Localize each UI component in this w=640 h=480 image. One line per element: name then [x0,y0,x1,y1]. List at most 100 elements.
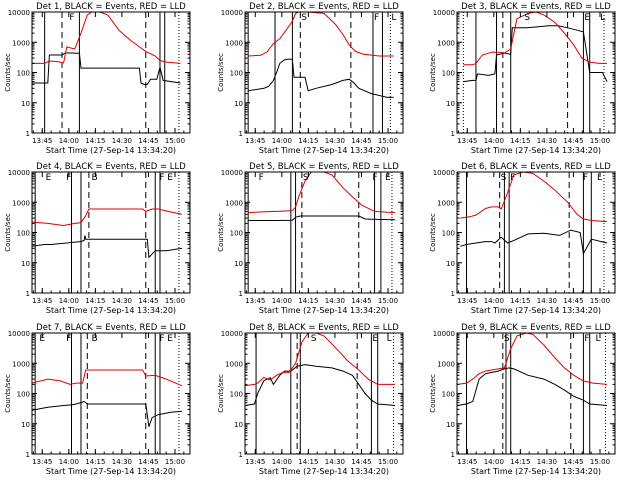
x-axis-label: Start Time (27-Sep-14 13:34:20) [46,146,176,155]
x-tick-label: 14:45 [138,137,158,145]
x-tick-label: 15:00 [378,137,398,145]
x-tick-label: 13:45 [245,297,265,305]
series-line-lld [245,333,396,387]
y-tick-label: 10000 [433,9,455,17]
y-tick-label: 1 [239,290,243,298]
marker-letter: F [159,173,164,183]
panel-data [460,172,608,293]
panel-title: Det 2, BLACK = Events, RED = LLD [249,2,399,12]
x-tick-label: 14:00 [272,458,292,466]
marker-letter: L [597,173,602,183]
marker-letter: S [504,334,510,344]
x-tick-label: 14:00 [59,137,79,145]
x-tick-label: 14:15 [510,458,530,466]
marker-letter: S [501,173,507,183]
y-tick-label: 100 [442,70,455,78]
x-axis-label: Start Time (27-Sep-14 13:34:20) [471,467,601,476]
marker-letter: F [66,334,71,344]
y-tick-label: 10 [234,100,243,108]
marker-letter: E [39,334,45,344]
x-tick-label: 14:15 [298,458,318,466]
x-tick-label: 14:45 [351,297,371,305]
marker-letter: S [311,334,317,344]
x-tick-label: 13:45 [32,297,52,305]
x-tick-label: 14:00 [272,297,292,305]
y-tick-label: 1000 [437,39,455,47]
marker-letter: S [301,13,307,23]
y-tick-label: 10 [446,260,455,268]
x-tick-label: 14:00 [272,137,292,145]
series-line-events [457,367,608,406]
x-tick-label: 14:00 [484,137,504,145]
x-tick-label: 14:15 [298,137,318,145]
x-tick-label: 14:15 [85,297,105,305]
y-tick-label: 100 [17,230,30,238]
marker-letter: E [385,173,391,183]
y-tick-label: 10 [21,260,30,268]
x-tick-label: 15:00 [590,297,610,305]
marker-letter: B [91,173,97,183]
series-line-lld [32,208,183,227]
x-axis-label: Start Time (27-Sep-14 13:34:20) [259,306,389,315]
y-tick-label: 10000 [433,169,455,177]
x-tick-label: 13:45 [457,137,477,145]
y-axis-label: Counts/sec [429,53,437,92]
x-tick-label: 14:15 [510,297,530,305]
y-tick-label: 10 [234,421,243,429]
series-line-events [460,229,608,256]
panel-title: Det 3, BLACK = Events, RED = LLD [461,2,611,12]
x-tick-label: 14:30 [325,137,345,145]
y-tick-label: 10000 [8,169,30,177]
x-tick-label: 14:45 [563,297,583,305]
x-tick-label: 14:00 [484,458,504,466]
marker-letter: F [374,13,379,23]
x-axis-label: Start Time (27-Sep-14 13:34:20) [471,146,601,155]
panel-title: Det 9, BLACK = Events, RED = LLD [461,323,611,333]
marker-letter: S [524,13,530,23]
series-line-events [245,364,396,406]
x-axis-label: Start Time (27-Sep-14 13:34:20) [46,306,176,315]
series-line-lld [457,333,608,385]
y-axis-label: Counts/sec [429,374,437,413]
marker-letter: F [69,13,74,23]
y-tick-label: 10 [446,100,455,108]
y-axis-label: Counts/sec [217,53,225,92]
x-tick-label: 13:45 [32,458,52,466]
y-tick-label: 1 [26,451,30,459]
panel-title: Det 4, BLACK = Events, RED = LLD [36,162,186,172]
marker-letter: F [584,334,589,344]
y-tick-label: 1000 [437,199,455,207]
marker-letter: F [372,173,377,183]
x-tick-label: 15:00 [378,458,398,466]
marker-letter: F [159,334,164,344]
x-tick-label: 13:45 [457,297,477,305]
y-axis-label: Counts/sec [4,53,12,92]
y-axis-label: Counts/sec [4,374,12,413]
marker-letter: L [391,13,396,23]
y-tick-label: 100 [442,391,455,399]
x-tick-label: 14:45 [351,137,371,145]
panel-title: Det 6, BLACK = Events, RED = LLD [461,162,611,172]
x-tick-label: 13:45 [245,458,265,466]
series-line-lld [463,12,608,66]
x-axis-label: Start Time (27-Sep-14 13:34:20) [46,467,176,476]
y-tick-label: 10000 [8,9,30,17]
panel-data [32,172,183,293]
y-tick-label: 10 [446,421,455,429]
series-line-lld [248,12,394,57]
x-tick-label: 14:30 [325,458,345,466]
series-line-lld [32,369,183,387]
y-tick-label: 100 [17,70,30,78]
y-tick-label: 1 [26,290,30,298]
x-tick-label: 14:30 [112,458,132,466]
panel-title: Det 8, BLACK = Events, RED = LLD [249,323,399,333]
y-tick-label: 10000 [221,169,243,177]
marker-letter: E [167,334,173,344]
x-tick-label: 15:00 [378,297,398,305]
x-axis-label: Start Time (27-Sep-14 13:34:20) [259,146,389,155]
x-tick-label: 14:30 [537,297,557,305]
series-line-events [463,25,608,83]
